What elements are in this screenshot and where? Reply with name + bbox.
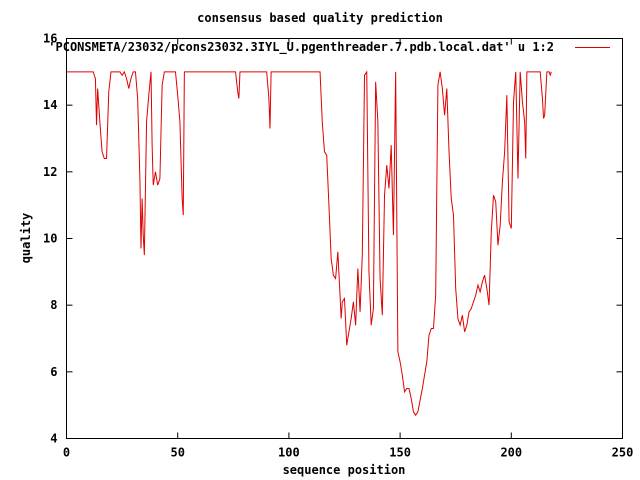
y-tick-label: 6	[50, 365, 57, 379]
y-tick-label: 14	[43, 98, 57, 112]
x-tick-label: 0	[63, 446, 70, 460]
y-tick-label: 10	[43, 232, 57, 246]
legend-label: 'PCONSMETA/23032/pcons23032.3IYL_U.pgent…	[48, 40, 554, 54]
x-axis-label: sequence position	[282, 463, 406, 477]
y-tick-label: 12	[43, 165, 57, 179]
x-tick-label: 50	[170, 446, 184, 460]
y-axis-ticks: 4 6 8 10 12 14 16	[43, 32, 623, 446]
x-tick-label: 100	[278, 446, 300, 460]
y-axis-label: quality	[19, 212, 33, 264]
x-tick-label: 150	[389, 446, 411, 460]
series-layer	[66, 70, 552, 417]
y-tick-label: 8	[50, 298, 57, 312]
x-axis-ticks: 0 50 100 150 200 250	[63, 38, 634, 460]
x-tick-label: 200	[500, 446, 522, 460]
x-tick-label: 250	[612, 446, 634, 460]
y-tick-label: 16	[43, 32, 57, 46]
chart-title: consensus based quality prediction	[197, 11, 443, 25]
series-line	[66, 70, 552, 417]
plot-frame	[66, 38, 623, 439]
y-tick-label: 4	[50, 432, 57, 446]
